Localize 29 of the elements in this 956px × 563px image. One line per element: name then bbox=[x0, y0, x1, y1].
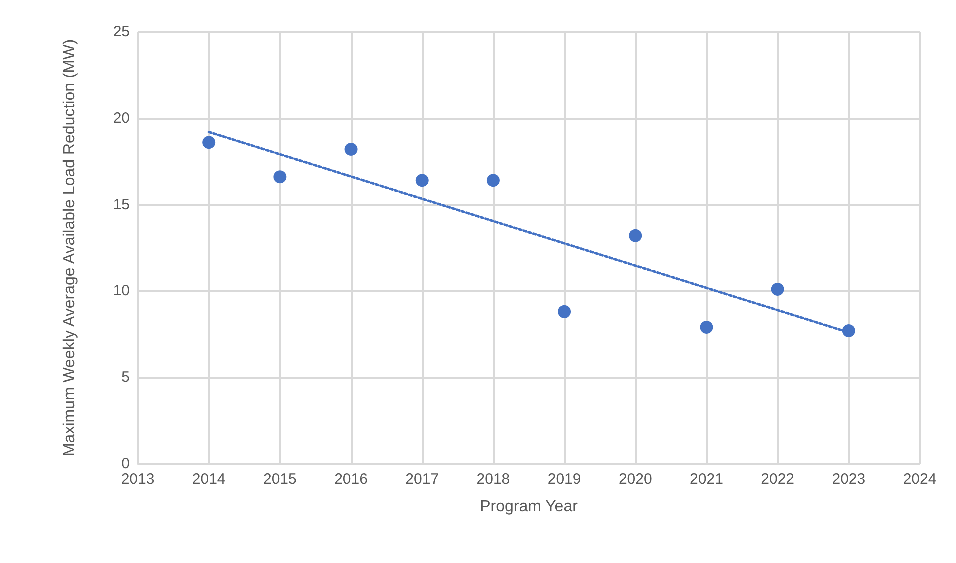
point bbox=[344, 143, 358, 156]
x-tick-label: 2013 bbox=[121, 471, 155, 488]
point bbox=[771, 282, 784, 296]
point bbox=[558, 305, 572, 318]
y-tick-label: 20 bbox=[113, 110, 130, 127]
x-tick-label: 2024 bbox=[903, 471, 937, 488]
x-tick-label: 2023 bbox=[832, 471, 866, 488]
x-tick-label: 2021 bbox=[690, 471, 724, 488]
point bbox=[416, 174, 429, 188]
x-tick-label: 2015 bbox=[263, 471, 297, 488]
x-tick-label: 2022 bbox=[761, 471, 795, 488]
point bbox=[202, 136, 216, 150]
point bbox=[700, 320, 714, 334]
point bbox=[486, 174, 500, 188]
x-tick-label: 2020 bbox=[618, 471, 652, 488]
point bbox=[274, 170, 287, 184]
y-tick-label: 0 bbox=[122, 456, 130, 472]
x-axis-title: Program Year bbox=[480, 498, 579, 516]
y-tick-label: 25 bbox=[113, 24, 130, 40]
x-tick-label: 2016 bbox=[334, 471, 368, 488]
y-tick-label: 10 bbox=[113, 282, 130, 300]
x-tick-label: 2014 bbox=[192, 471, 226, 488]
x-tick-label: 2018 bbox=[476, 471, 510, 488]
x-tick-label: 2017 bbox=[406, 471, 440, 488]
y-axis-title: Maximum Weekly Average Available Load Reduction (MW) bbox=[62, 39, 78, 457]
point bbox=[629, 229, 642, 242]
y-tick-label: 15 bbox=[113, 196, 130, 214]
y-tick-label: 5 bbox=[122, 369, 130, 386]
x-tick-label: 2019 bbox=[548, 471, 582, 488]
